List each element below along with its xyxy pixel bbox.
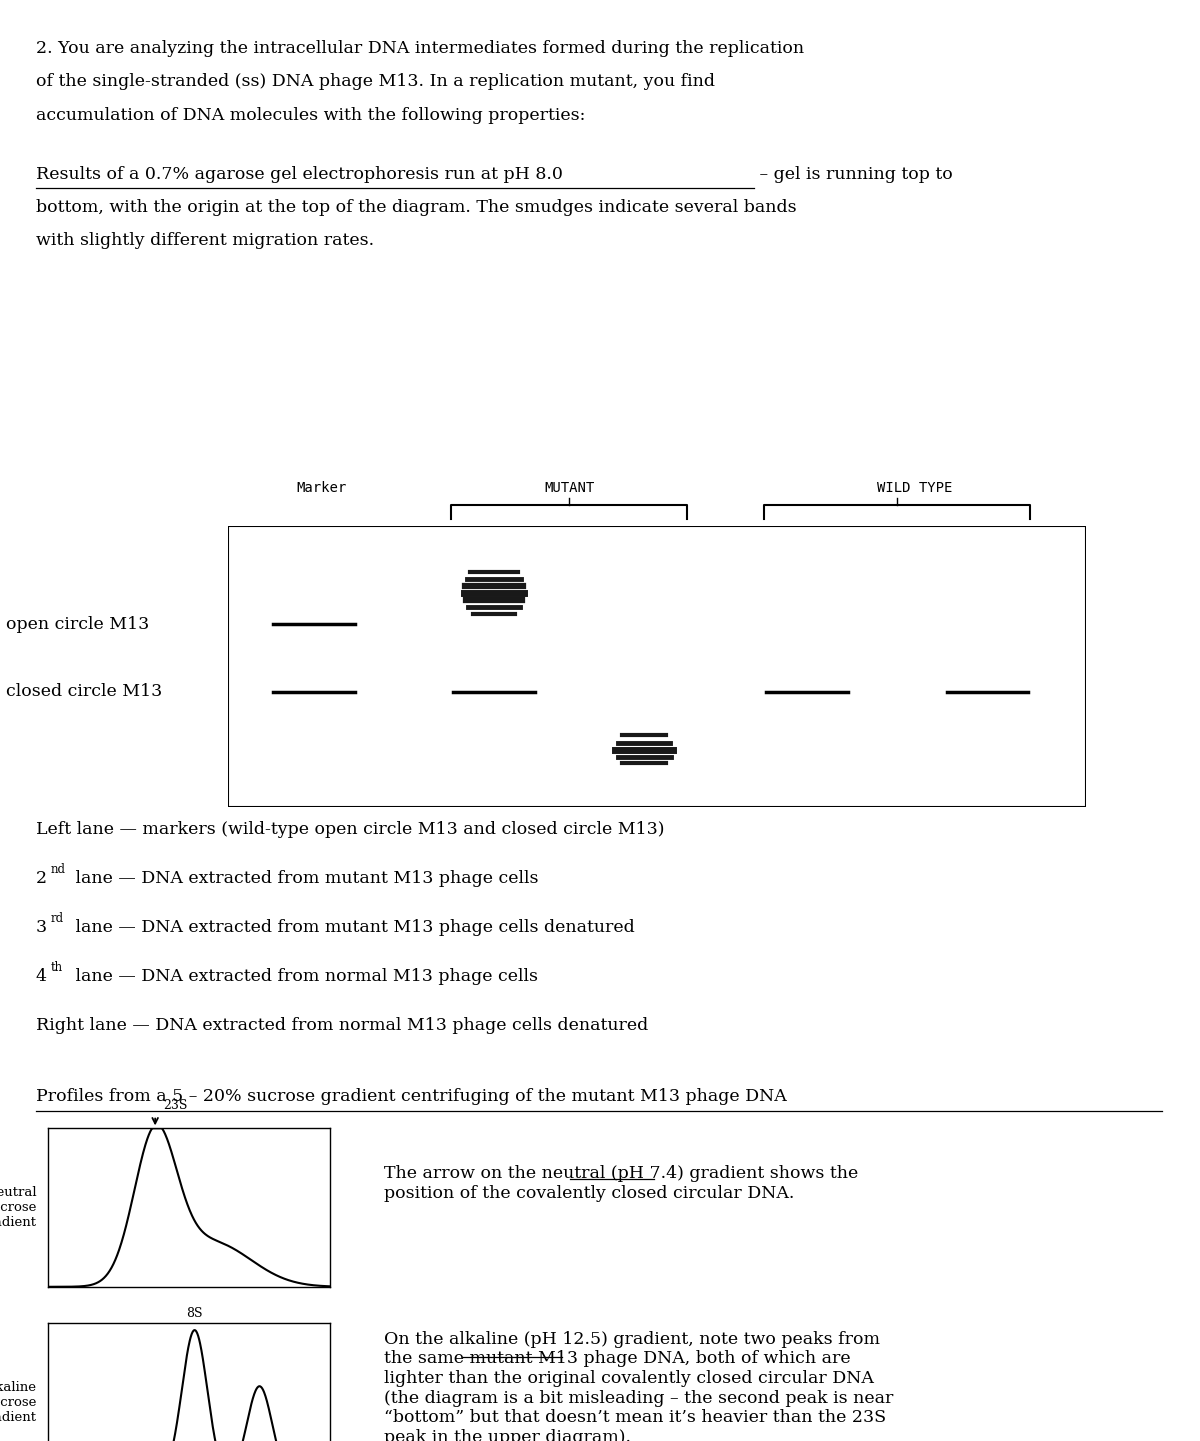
Text: Left lane — markers (wild-type open circle M13 and closed circle M13): Left lane — markers (wild-type open circ… bbox=[36, 821, 665, 839]
Text: 3: 3 bbox=[36, 919, 47, 937]
Text: – gel is running top to: – gel is running top to bbox=[754, 166, 953, 183]
Text: neutral
sucrose
gradient: neutral sucrose gradient bbox=[0, 1186, 37, 1229]
Text: 8S: 8S bbox=[186, 1307, 203, 1320]
Text: of the single-stranded (ss) DNA phage M13. In a replication mutant, you find: of the single-stranded (ss) DNA phage M1… bbox=[36, 73, 715, 91]
Text: Results of a 0.7% agarose gel electrophoresis run at pH 8.0: Results of a 0.7% agarose gel electropho… bbox=[36, 166, 563, 183]
Text: The arrow on the neutral (pH 7.4) gradient shows the
position of the covalently : The arrow on the neutral (pH 7.4) gradie… bbox=[384, 1166, 858, 1202]
Text: closed circle M13: closed circle M13 bbox=[6, 683, 162, 700]
Text: 23S: 23S bbox=[163, 1099, 188, 1112]
Text: Marker: Marker bbox=[296, 481, 347, 496]
Text: lane — DNA extracted from mutant M13 phage cells: lane — DNA extracted from mutant M13 pha… bbox=[70, 870, 538, 888]
Text: lane — DNA extracted from normal M13 phage cells: lane — DNA extracted from normal M13 pha… bbox=[70, 968, 538, 986]
Text: rd: rd bbox=[50, 912, 64, 925]
Text: with slightly different migration rates.: with slightly different migration rates. bbox=[36, 232, 374, 249]
Text: bottom, with the origin at the top of the diagram. The smudges indicate several : bottom, with the origin at the top of th… bbox=[36, 199, 797, 216]
Text: Profiles from a 5 – 20% sucrose gradient centrifuging of the mutant M13 phage DN: Profiles from a 5 – 20% sucrose gradient… bbox=[36, 1088, 787, 1105]
Text: th: th bbox=[50, 961, 62, 974]
Text: WILD TYPE: WILD TYPE bbox=[877, 481, 952, 496]
Text: MUTANT: MUTANT bbox=[544, 481, 594, 496]
Text: accumulation of DNA molecules with the following properties:: accumulation of DNA molecules with the f… bbox=[36, 107, 586, 124]
Text: lane — DNA extracted from mutant M13 phage cells denatured: lane — DNA extracted from mutant M13 pha… bbox=[70, 919, 635, 937]
Text: alkaline
sucrose
gradient: alkaline sucrose gradient bbox=[0, 1380, 37, 1424]
Text: 4: 4 bbox=[36, 968, 47, 986]
Text: nd: nd bbox=[50, 863, 65, 876]
Text: open circle M13: open circle M13 bbox=[6, 615, 149, 633]
Text: 2: 2 bbox=[36, 870, 47, 888]
Text: On the alkaline (pH 12.5) gradient, note two peaks from
the same mutant M13 phag: On the alkaline (pH 12.5) gradient, note… bbox=[384, 1331, 893, 1441]
Text: Right lane — DNA extracted from normal M13 phage cells denatured: Right lane — DNA extracted from normal M… bbox=[36, 1017, 648, 1035]
Text: 2. You are analyzing the intracellular DNA intermediates formed during the repli: 2. You are analyzing the intracellular D… bbox=[36, 40, 804, 58]
